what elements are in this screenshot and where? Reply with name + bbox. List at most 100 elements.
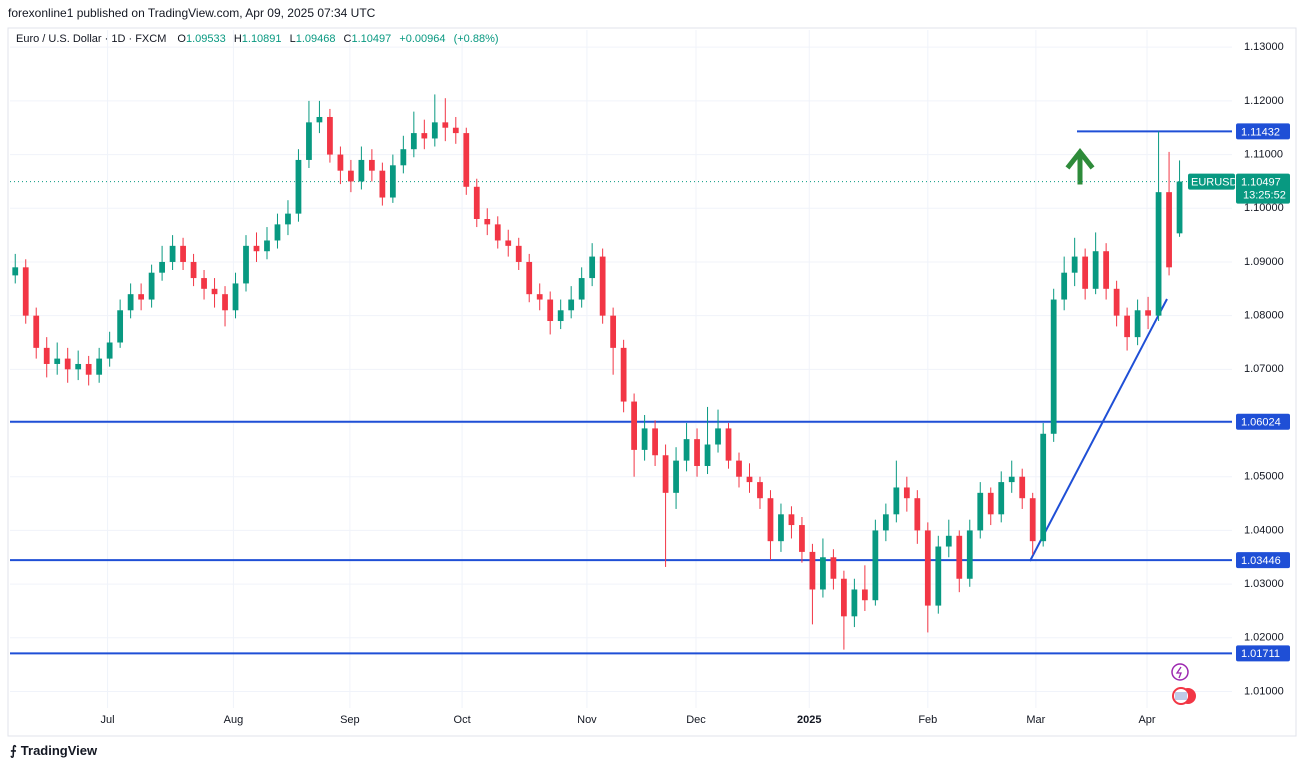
brand-logo: ⨍ (10, 743, 17, 758)
candle-body (327, 116, 333, 155)
candle-body (610, 315, 617, 348)
candle-body (159, 261, 165, 273)
candle-body (1155, 192, 1162, 316)
flag-icon-field (1175, 692, 1187, 700)
event-icon-bolt (1175, 666, 1182, 679)
candle-body (169, 245, 176, 262)
candle-body (148, 272, 155, 300)
candle-body (505, 240, 512, 246)
x-tick-label: Sep (340, 714, 360, 726)
symbol-title: Euro / U.S. Dollar · 1D · FXCM (16, 33, 167, 45)
x-tick-label: Oct (454, 714, 471, 726)
candle-body (641, 428, 648, 450)
candle-body (526, 261, 533, 295)
candle-body (704, 444, 711, 466)
candle-body (914, 498, 921, 531)
candle-body (966, 530, 973, 579)
candle-body (998, 482, 1005, 515)
y-tick-label: 1.13000 (1244, 41, 1284, 53)
candle-body (264, 240, 270, 252)
ohlc-letter: C (343, 33, 352, 45)
candle-body (788, 514, 795, 526)
candle-body (389, 165, 396, 198)
candle-body (830, 557, 837, 579)
y-tick-label: 1.07000 (1244, 363, 1284, 375)
candle-body (673, 460, 679, 493)
y-tick-label: 1.05000 (1244, 471, 1284, 483)
y-tick-label: 1.03000 (1244, 578, 1284, 590)
candle-body (1082, 256, 1089, 289)
ohlc-value: 1.10891 (241, 33, 282, 45)
price-tag-label: 1.11432 (1241, 126, 1280, 138)
brand: ⨍ TradingView (10, 743, 97, 759)
candle-body (725, 428, 732, 461)
candle-body (694, 439, 700, 466)
y-tick-label: 1.02000 (1244, 632, 1284, 644)
candle-body (106, 342, 113, 359)
candle-body (232, 283, 239, 311)
candle-body (872, 530, 879, 601)
candle-body (1040, 433, 1047, 542)
candle-body (715, 428, 721, 445)
candle-body (851, 589, 858, 617)
chart-frame (7, 27, 1297, 737)
candle-body (75, 363, 82, 370)
candle-body (1061, 272, 1068, 300)
symbol-tag-label: EURUSD (1191, 176, 1238, 188)
candle-body (1124, 315, 1130, 338)
candle-body (442, 122, 449, 128)
y-tick-label: 1.01000 (1244, 685, 1284, 697)
y-tick-label: 1.10000 (1244, 202, 1284, 214)
candle-body (337, 154, 344, 171)
candle-body (903, 487, 910, 499)
candle-body (599, 256, 606, 316)
price-tag-label: 1.01711 (1241, 648, 1280, 660)
candle-body (1176, 181, 1183, 234)
candle-body (1103, 251, 1110, 289)
candle-body (924, 530, 931, 606)
candle-body (1113, 288, 1120, 316)
candle-body (977, 492, 984, 531)
x-tick-label: Feb (918, 714, 937, 726)
publisher-line: forexonline1 published on TradingView.co… (8, 6, 376, 20)
candle-body (652, 428, 658, 456)
ohlc-letter: L (289, 33, 296, 45)
candle-body (893, 487, 900, 515)
ohlc-value: 1.09533 (185, 33, 226, 45)
candle-body (421, 133, 428, 139)
candle-body (767, 498, 774, 542)
change-percent: (+0.88%) (453, 33, 499, 45)
y-tick-label: 1.04000 (1244, 524, 1284, 536)
candle-body (589, 256, 596, 279)
candle-body (431, 122, 438, 139)
candle-body (568, 299, 575, 311)
candle-body (1050, 299, 1057, 434)
trend-line (1029, 298, 1168, 562)
x-tick-label: Nov (577, 714, 597, 726)
candle-body (799, 525, 805, 552)
candle-body (1092, 251, 1099, 289)
candle-body (201, 278, 207, 289)
candle-body (578, 278, 585, 300)
candle-body (348, 170, 354, 182)
ohlc-value: 1.10497 (351, 33, 392, 45)
brand-name: TradingView (20, 743, 98, 758)
last-price-tag (1236, 173, 1290, 204)
x-tick-label: Mar (1026, 714, 1045, 726)
candle-body (117, 310, 124, 343)
candle-body (127, 294, 134, 311)
candles (12, 94, 1183, 650)
event-icon[interactable] (1171, 663, 1189, 681)
candle-body (43, 347, 50, 364)
ohlc-letter: O (177, 33, 186, 45)
candle-body (180, 245, 186, 262)
candle-body (12, 267, 19, 276)
candle-body (400, 149, 407, 166)
candle-body (1166, 192, 1172, 268)
candle-body (987, 492, 994, 515)
candle-body (222, 294, 228, 311)
drawings (10, 130, 1232, 655)
candle-body (757, 482, 763, 499)
